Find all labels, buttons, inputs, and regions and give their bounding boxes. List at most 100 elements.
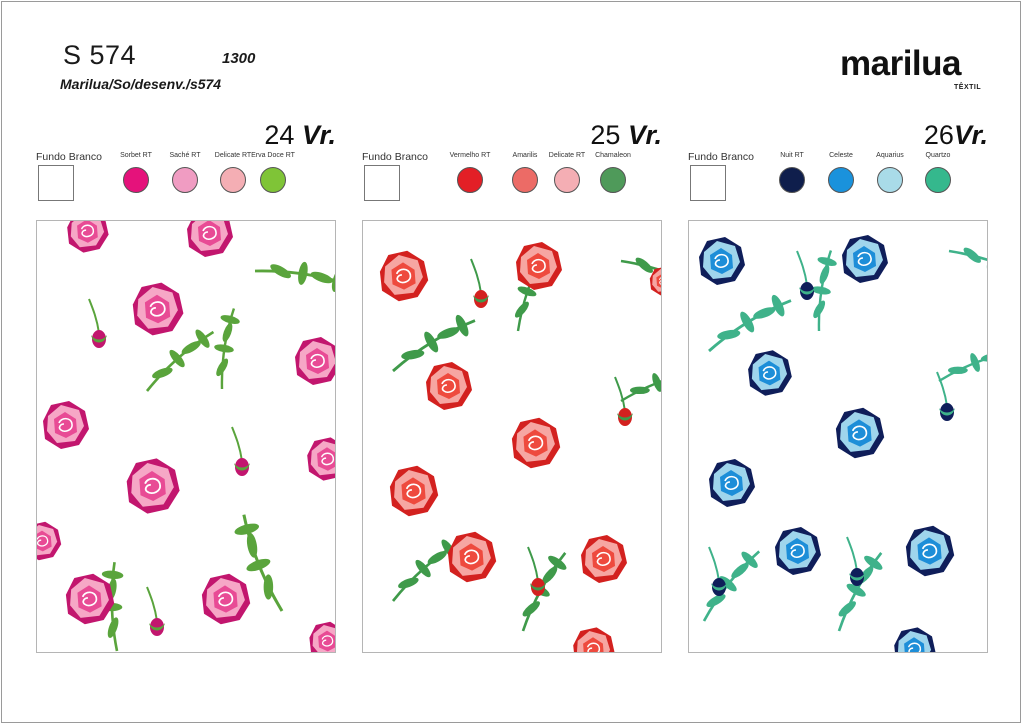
variant-title: 26Vr. (924, 120, 988, 151)
variant-title: 25 Vr. (590, 120, 662, 151)
swatch-dot (877, 167, 903, 193)
rosebud-motif (614, 376, 633, 426)
rose-motif (67, 221, 109, 253)
leaf-sprig (948, 247, 987, 281)
color-swatch: Nuit RT (767, 152, 817, 193)
rose-motif (37, 521, 62, 561)
rose-motif (581, 535, 627, 583)
variant-number: 25 (590, 120, 621, 150)
file-path: Marilua/So/desenv./s574 (60, 76, 222, 92)
rosebud-motif (796, 250, 815, 300)
leaf-sprig (708, 294, 792, 353)
print-sample (36, 220, 336, 653)
leaf-sprig (811, 250, 837, 332)
rose-motif (201, 573, 251, 625)
background-label: Fundo Branco (362, 151, 428, 163)
color-swatch: Delicate RT (208, 152, 258, 193)
color-swatch: Chamaleon (588, 152, 638, 193)
rose-motif (573, 627, 615, 652)
color-swatch: Celeste (816, 152, 866, 193)
swatch-label: Sorbet RT (120, 152, 152, 159)
logo-subtitle: TÊXTIL (954, 84, 982, 91)
rose-motif (307, 437, 335, 481)
variant-suffix: Vr. (627, 120, 662, 150)
swatch-dot (600, 167, 626, 193)
rose-motif (516, 242, 562, 290)
swatch-dot (779, 167, 805, 193)
leaf-sprig (254, 261, 335, 292)
rose-motif (905, 525, 955, 577)
rose-motif (699, 237, 745, 285)
variant-number: 26 (923, 120, 954, 150)
swatch-label: Amarilis (512, 152, 538, 159)
swatch-label: Delicate RT (548, 152, 586, 159)
rose-motif (649, 267, 661, 296)
color-swatch: Quartzo (913, 152, 963, 193)
leaf-sprig (938, 349, 987, 383)
color-swatch: Erva Doce RT (248, 152, 298, 193)
color-swatch: Amarilis (500, 152, 550, 193)
rose-motif (309, 621, 335, 652)
leaf-sprig (392, 314, 476, 373)
color-swatch: Vermelho RT (445, 152, 495, 193)
swatch-label: Celeste (829, 152, 853, 159)
rose-motif (389, 465, 439, 517)
swatch-label: Quartzo (925, 152, 951, 159)
rosebud-motif (88, 298, 107, 348)
background-swatch (364, 165, 400, 201)
swatch-dot (457, 167, 483, 193)
rosebud-motif (231, 426, 250, 476)
rose-motif (43, 401, 89, 449)
rose-motif (379, 250, 429, 302)
rose-motif (295, 337, 335, 385)
swatch-dot (554, 167, 580, 193)
rose-motif (65, 573, 115, 625)
background-swatch (690, 165, 726, 201)
rose-motif (842, 235, 888, 283)
swatch-dot (260, 167, 286, 193)
leaf-sprig (145, 329, 215, 392)
variant-number: 24 (264, 120, 295, 150)
rosebud-motif (146, 586, 165, 636)
brand-logo: marilua TÊXTIL (820, 35, 990, 105)
pattern-code: S 574 (63, 40, 137, 70)
rosebud-motif (936, 371, 955, 421)
variant-suffix: Vr. (301, 120, 336, 150)
rose-motif (426, 362, 472, 410)
color-swatch: Delicate RT (542, 152, 592, 193)
rose-motif (894, 627, 936, 652)
rose-motif (709, 459, 755, 507)
rosebud-motif (527, 546, 546, 596)
print-sample (688, 220, 988, 653)
leaf-sprig (214, 308, 240, 390)
rose-motif (748, 350, 792, 396)
rosebud-motif (470, 258, 489, 308)
leaf-sprig (620, 369, 661, 403)
pattern-number: 1300 (222, 50, 256, 67)
variant-panel-24: 24 Vr. Fundo Branco Sorbet RT Saché RT D… (36, 120, 336, 655)
rose-motif (835, 407, 885, 459)
rosebud-motif (846, 536, 865, 586)
variant-panel-26: 26Vr. Fundo Branco Nuit RT Celeste Aquar… (688, 120, 988, 655)
swatch-label: Aquarius (876, 152, 904, 159)
swatch-label: Erva Doce RT (251, 152, 295, 159)
color-swatch: Saché RT (160, 152, 210, 193)
rose-motif (511, 417, 561, 469)
swatch-label: Delicate RT (214, 152, 252, 159)
print-sample (362, 220, 662, 653)
leaf-sprig (521, 552, 567, 632)
swatch-dot (220, 167, 246, 193)
swatch-dot (172, 167, 198, 193)
leaf-sprig (620, 257, 661, 291)
background-swatch (38, 165, 74, 201)
rose-motif (447, 531, 497, 583)
swatch-label: Saché RT (169, 152, 201, 159)
leaf-sprig (234, 514, 284, 612)
swatch-label: Nuit RT (780, 152, 804, 159)
rose-motif (126, 458, 180, 514)
background-label: Fundo Branco (36, 151, 102, 163)
leaf-sprig (702, 550, 761, 622)
background-label: Fundo Branco (688, 151, 754, 163)
swatch-label: Vermelho RT (449, 152, 491, 159)
